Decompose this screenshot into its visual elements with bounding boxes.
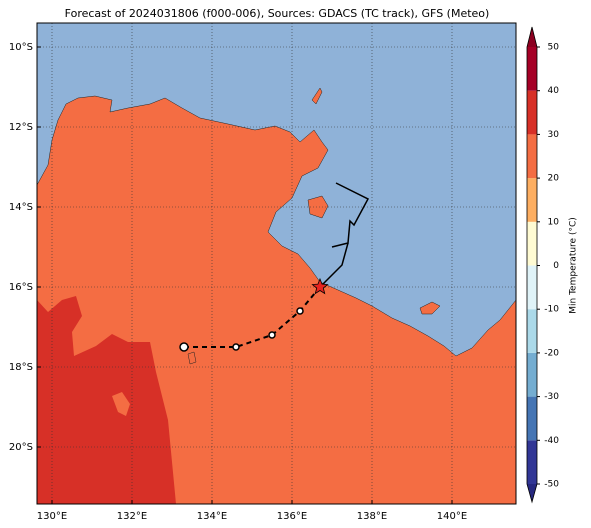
colorbar-extend xyxy=(527,27,537,47)
forecast-track xyxy=(184,286,321,348)
x-tick-label: 134°E xyxy=(197,511,227,522)
x-tick-label: 136°E xyxy=(277,511,307,522)
map-frame xyxy=(36,22,517,505)
past-track xyxy=(319,242,349,288)
y-tick-label: 12°S xyxy=(9,122,33,133)
colorbar-band xyxy=(527,134,537,179)
x-tick-label: 132°E xyxy=(117,511,147,522)
colorbar-tick-label: 30 xyxy=(548,130,560,140)
x-tick-label: 130°E xyxy=(37,511,67,522)
colorbar-tick-label: 0 xyxy=(553,261,559,271)
colorbar-band xyxy=(527,309,537,353)
colorbar-band xyxy=(527,396,537,441)
y-tick-label: 20°S xyxy=(9,442,33,453)
past-track xyxy=(331,182,370,248)
island xyxy=(419,301,441,315)
colorbar-extend xyxy=(527,484,537,502)
map-area xyxy=(37,23,516,504)
colorbar-band xyxy=(527,352,537,397)
y-tick-label: 14°S xyxy=(9,202,33,213)
colorbar-band xyxy=(527,90,537,135)
colorbar-tick-label: -10 xyxy=(544,305,559,315)
forecast-point xyxy=(232,343,240,351)
forecast-point xyxy=(179,342,189,352)
forecast-point xyxy=(268,331,276,339)
land-patch xyxy=(112,392,130,416)
island xyxy=(187,351,197,365)
land-hot xyxy=(37,296,176,504)
colorbar-tick-label: 10 xyxy=(548,217,560,227)
colorbar-band xyxy=(527,178,537,222)
colorbar-tick-label: 40 xyxy=(548,86,560,96)
y-tick-label: 18°S xyxy=(9,362,33,373)
colorbar-band xyxy=(527,221,537,266)
island xyxy=(307,195,329,219)
colorbar-tick-label: -40 xyxy=(544,436,559,446)
colorbar-tick-label: 50 xyxy=(548,43,560,53)
y-tick-label: 10°S xyxy=(9,42,33,53)
x-tick-label: 140°E xyxy=(437,511,467,522)
island xyxy=(311,87,323,105)
colorbar-tick-label: -30 xyxy=(544,392,559,402)
x-tick-label: 138°E xyxy=(357,511,387,522)
colorbar-band xyxy=(527,265,537,310)
overlay xyxy=(37,23,516,504)
colorbar-tick-label: -20 xyxy=(544,348,559,358)
map-title: Forecast of 2024031806 (f000-006), Sourc… xyxy=(65,7,490,20)
colorbar-band xyxy=(527,47,537,91)
colorbar-band xyxy=(527,440,537,484)
colorbar-tick-label: -50 xyxy=(544,480,559,490)
colorbar-label: Min Temperature (°C) xyxy=(569,217,579,314)
forecast-point xyxy=(296,307,304,315)
current-position xyxy=(311,277,329,295)
y-tick-label: 16°S xyxy=(9,282,33,293)
colorbar-tick-label: 20 xyxy=(548,174,560,184)
